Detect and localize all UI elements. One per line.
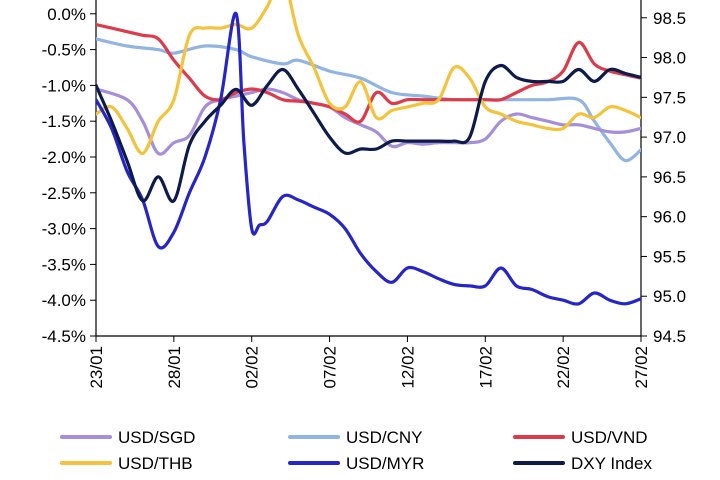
right-tick-label: 96.0	[653, 208, 686, 227]
x-tick-label: 17/02	[476, 346, 495, 389]
series-line-usd-cny	[96, 37, 641, 163]
left-tick-label: -3.0%	[42, 220, 86, 239]
x-tick-label: 02/02	[243, 346, 262, 389]
right-tick-label: 94.5	[653, 327, 686, 346]
right-tick-label: 95.0	[653, 287, 686, 306]
left-tick-label: -4.5%	[42, 327, 86, 346]
axes: 0.5%0.0%-0.5%-1.0%-1.5%-2.0%-2.5%-3.0%-3…	[42, 0, 686, 389]
left-tick-label: -4.0%	[42, 291, 86, 310]
right-tick-label: 97.5	[653, 88, 686, 107]
legend-label: USD/CNY	[346, 428, 423, 447]
series-line-usd-vnd	[96, 22, 641, 124]
legend-label: USD/SGD	[118, 428, 195, 447]
right-tick-label: 98.5	[653, 9, 686, 28]
legend-label: USD/THB	[118, 454, 193, 473]
legend-item-usd-myr: USD/MYR	[288, 454, 424, 473]
left-tick-label: -1.0%	[42, 76, 86, 95]
left-tick-label: -2.0%	[42, 148, 86, 167]
series-line-usd-myr	[96, 12, 641, 306]
x-tick-label: 28/01	[165, 346, 184, 389]
legend-item-usd-sgd: USD/SGD	[60, 428, 195, 447]
legend-item-usd-thb: USD/THB	[60, 454, 193, 473]
x-tick-label: 12/02	[398, 346, 417, 389]
x-tick-label: 23/01	[87, 346, 106, 389]
right-tick-label: 97.0	[653, 128, 686, 147]
legend: USD/SGD USD/CNY USD/VND USD/THB USD/MYR DXY I…	[60, 428, 652, 473]
right-tick-label: 98.0	[653, 49, 686, 68]
series-line-dxy-index	[96, 63, 641, 203]
left-tick-label: 0.0%	[47, 5, 86, 24]
series-line-usd-thb	[96, 0, 641, 155]
legend-item-dxy-index: DXY Index	[513, 454, 652, 473]
series-lines	[96, 0, 641, 306]
x-tick-label: 22/02	[554, 346, 573, 389]
series-line-usd-sgd	[96, 87, 641, 156]
legend-label: USD/MYR	[346, 454, 424, 473]
legend-item-usd-cny: USD/CNY	[288, 428, 423, 447]
x-tick-label: 07/02	[321, 346, 340, 389]
legend-label: DXY Index	[571, 454, 652, 473]
x-tick-label: 27/02	[632, 346, 651, 389]
right-tick-label: 96.5	[653, 168, 686, 187]
left-tick-label: -1.5%	[42, 112, 86, 131]
right-tick-label: 95.5	[653, 247, 686, 266]
legend-label: USD/VND	[571, 428, 648, 447]
legend-item-usd-vnd: USD/VND	[513, 428, 648, 447]
left-tick-label: -3.5%	[42, 255, 86, 274]
left-tick-label: -0.5%	[42, 41, 86, 60]
left-tick-label: -2.5%	[42, 184, 86, 203]
